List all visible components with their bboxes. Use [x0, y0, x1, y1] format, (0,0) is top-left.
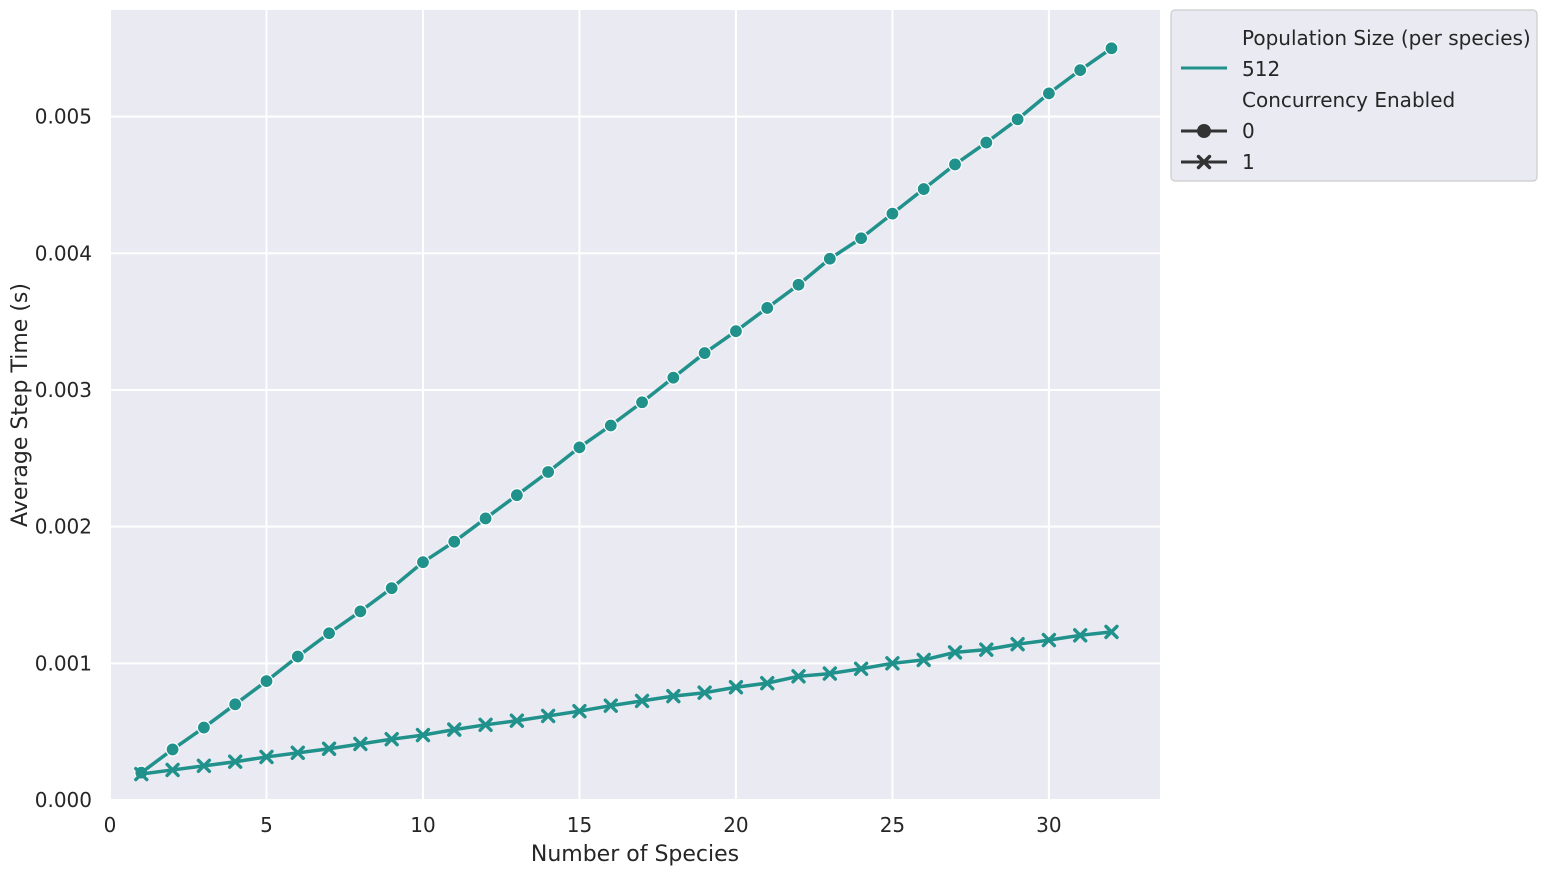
legend-hue-entry-512: 512 [1242, 57, 1280, 81]
y-tick-label: 0.002 [35, 515, 92, 539]
data-point [854, 231, 869, 246]
y-tick-label: 0.003 [35, 378, 92, 402]
data-point [760, 675, 775, 691]
data-point [134, 766, 149, 782]
data-point [478, 717, 493, 733]
series-layer [134, 41, 1119, 782]
data-point [227, 754, 243, 769]
data-point [916, 652, 931, 668]
data-point [947, 157, 963, 172]
legend-style-entry-1: 1 [1242, 150, 1255, 174]
data-point [1073, 63, 1088, 78]
data-point [666, 370, 681, 385]
legend-hue-title: Population Size (per species) [1242, 26, 1531, 50]
x-tick-label: 5 [260, 813, 273, 837]
data-point [196, 758, 212, 774]
x-tick-label: 30 [1036, 813, 1061, 837]
data-point [979, 642, 994, 657]
x-axis-label: Number of Species [531, 842, 739, 867]
data-point [634, 395, 650, 410]
series-0 [134, 41, 1119, 780]
data-point [541, 464, 556, 480]
data-point [259, 749, 274, 765]
y-tick-label: 0.000 [35, 788, 92, 812]
data-point [1104, 624, 1119, 640]
data-point [196, 720, 211, 735]
ticks: 0 5 10 15 20 25 30 0.000 0.001 0.002 0.003 0.004 0.0… [35, 105, 1062, 837]
data-point [259, 673, 274, 689]
data-point [228, 697, 243, 712]
legend: Population Size (per species) 512 Concur… [1170, 9, 1538, 182]
data-point [603, 418, 618, 433]
data-point [321, 741, 337, 756]
data-point [447, 534, 462, 549]
data-point [1104, 41, 1119, 56]
data-point [509, 488, 524, 503]
y-tick-label: 0.005 [35, 105, 92, 129]
data-point [415, 727, 431, 743]
x-tick-label: 10 [410, 813, 435, 837]
data-point [415, 555, 431, 570]
data-point [509, 713, 525, 728]
legend-style-entry-0: 0 [1242, 119, 1255, 143]
data-point [384, 581, 399, 596]
data-point [634, 693, 650, 709]
data-point [666, 688, 681, 704]
data-point [1072, 628, 1088, 643]
legend-box [1170, 9, 1538, 182]
data-point [290, 649, 305, 664]
data-point [165, 742, 180, 757]
data-point [572, 440, 587, 455]
data-point [728, 680, 744, 695]
data-point [697, 685, 712, 700]
data-point [290, 745, 305, 761]
legend-x-marker-shape [1196, 154, 1212, 170]
x-tick-label: 15 [567, 813, 592, 837]
x-tick-label: 20 [723, 813, 748, 837]
y-tick-label: 0.001 [35, 651, 92, 675]
data-point [321, 626, 337, 641]
data-point [1041, 632, 1057, 648]
y-tick-label: 0.004 [35, 241, 92, 265]
legend-circle-marker [1197, 124, 1211, 138]
data-point [760, 300, 775, 316]
data-point [1010, 636, 1025, 652]
legend-style-title: Concurrency Enabled [1242, 88, 1455, 112]
data-point [979, 135, 994, 150]
data-point [1041, 86, 1056, 101]
data-point [697, 345, 712, 361]
series-line [141, 630, 1112, 776]
series-1 [134, 624, 1119, 782]
data-point [447, 722, 462, 737]
data-point [572, 703, 587, 719]
data-point [885, 206, 900, 221]
data-point [822, 666, 838, 681]
data-point [791, 277, 806, 292]
grid [109, 10, 1160, 801]
data-point [1010, 112, 1025, 127]
data-point [885, 656, 900, 671]
data-point [165, 762, 180, 778]
x-tick-label: 0 [104, 813, 117, 837]
x-tick-label: 25 [880, 813, 905, 837]
data-point [947, 645, 963, 660]
data-point [853, 661, 869, 676]
data-point [791, 669, 806, 684]
data-point [822, 251, 837, 266]
data-point [916, 181, 931, 197]
data-point [540, 708, 556, 724]
data-point [603, 698, 618, 713]
data-point [728, 324, 744, 339]
data-point [353, 736, 368, 752]
legend-x-marker [1196, 154, 1212, 170]
data-point [384, 731, 399, 747]
data-point [478, 511, 493, 526]
data-point [353, 604, 368, 619]
y-axis-label: Average Step Time (s) [8, 283, 33, 527]
